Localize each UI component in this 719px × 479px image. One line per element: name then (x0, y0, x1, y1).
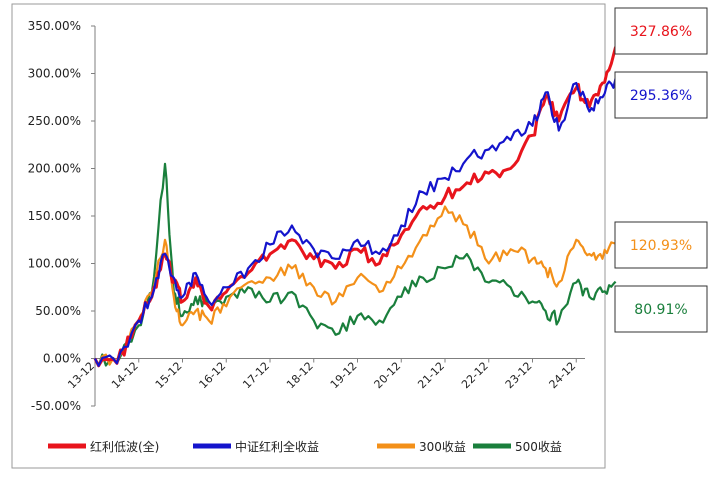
y-tick-label: 300.00% (28, 67, 81, 81)
x-tick-label: 24-12 (547, 359, 579, 391)
chart-frame (11, 3, 606, 469)
end-value-box (614, 221, 708, 269)
y-tick-label: 100.00% (28, 257, 81, 271)
y-tick-label: 50.00% (35, 304, 81, 318)
series-line (94, 78, 617, 367)
end-value-label: 295.36% (630, 88, 692, 104)
end-value-label: 80.91% (634, 302, 687, 318)
x-tick-label: 19-12 (328, 359, 360, 391)
y-tick-label: 250.00% (28, 114, 81, 128)
end-value-box (614, 7, 708, 55)
y-tick-label: 150.00% (28, 209, 81, 223)
x-tick-label: 18-12 (284, 359, 316, 391)
chart-axes: 350.00% 300.00% 250.00% 200.00% 150.00% 100.0… (28, 19, 585, 413)
end-value-box (614, 71, 708, 119)
x-tick-label: 21-12 (415, 359, 447, 391)
x-tick-label: 16-12 (197, 359, 229, 391)
y-tick-label: 200.00% (28, 162, 81, 176)
x-tick-label: 15-12 (153, 359, 185, 391)
x-tick-label: 14-12 (109, 359, 141, 391)
end-value-box (614, 285, 708, 333)
end-value-boxes: 327.86% 295.36% 120.93% 80.91% (614, 7, 708, 333)
legend-label: 红利低波(全) (90, 439, 159, 454)
series-line (94, 205, 616, 367)
end-value-label: 120.93% (630, 238, 692, 254)
y-tick-label: 0.00% (43, 352, 81, 366)
series-line (94, 162, 617, 367)
x-tick-label: 22-12 (459, 359, 491, 391)
legend-label: 300收益 (419, 440, 466, 454)
legend-label: 中证红利全收益 (235, 439, 319, 454)
x-tick-label: 17-12 (240, 359, 272, 391)
y-tick-label: 350.00% (28, 19, 81, 33)
legend: 红利低波(全) 中证红利全收益 300收益 500收益 (48, 439, 562, 454)
x-tick-label: 23-12 (503, 359, 535, 391)
x-tick-label: 20-12 (372, 359, 404, 391)
plot-area (93, 46, 618, 368)
legend-label: 500收益 (515, 440, 562, 454)
series-line (93, 46, 618, 368)
end-value-label: 327.86% (630, 24, 692, 40)
y-tick-label: -50.00% (31, 399, 81, 413)
